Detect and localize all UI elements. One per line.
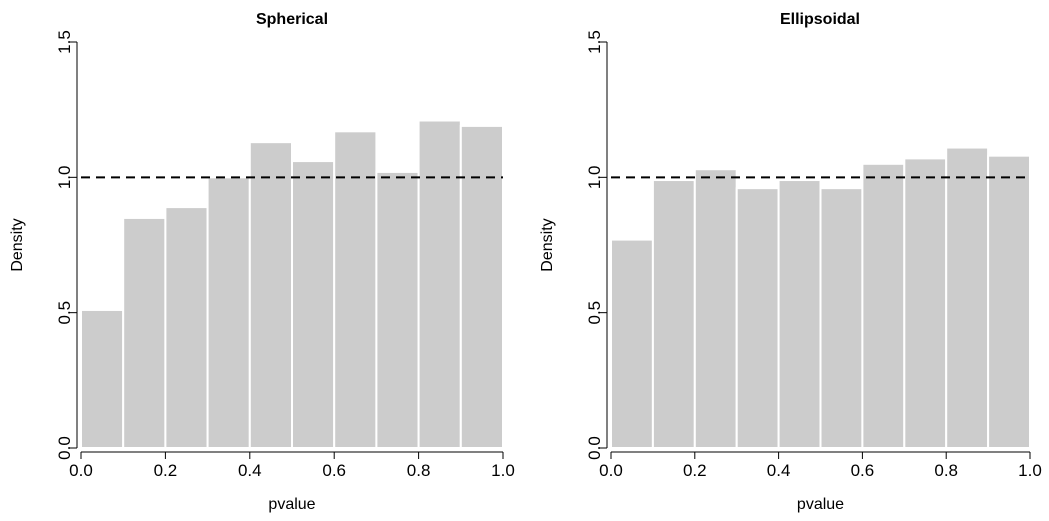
spherical-y-axis-label: Density (9, 218, 26, 271)
ellipsoidal-bar-9 (987, 154, 1031, 449)
ellipsoidal-x-tick-label: 0.2 (683, 461, 707, 480)
spherical-bar-5 (291, 160, 336, 450)
ellipsoidal-y-axis-label: Density (539, 218, 556, 271)
ellipsoidal-bar-1 (651, 179, 696, 449)
spherical-title: Spherical (256, 11, 328, 28)
spherical-x-tick-label: 0.6 (322, 461, 346, 480)
ellipsoidal-bar-6 (861, 162, 906, 450)
ellipsoidal-y-tick-label: 0.5 (585, 301, 604, 325)
spherical-bar-3 (206, 176, 251, 449)
spherical-bar-6 (333, 130, 378, 449)
ellipsoidal-bar-8 (945, 146, 990, 449)
spherical-bar-2 (164, 206, 209, 449)
ellipsoidal-bar-4 (777, 179, 822, 449)
spherical-y-tick-label: 1.5 (55, 30, 74, 54)
ellipsoidal-panel: 0.0 0.2 0.4 0.6 0.8 1.0 0.0 0.5 1.0 1.5 Ellipsoida… (539, 11, 1042, 513)
ellipsoidal-y-tick-label: 1.0 (585, 166, 604, 190)
spherical-x-tick-label: 0.8 (407, 461, 431, 480)
ellipsoidal-bar-5 (819, 187, 864, 449)
spherical-x-tick-label: 1.0 (491, 461, 515, 480)
spherical-panel: 0.0 0.2 0.4 0.6 0.8 1.0 0.0 0.5 1.0 1.5 Spherical p… (9, 11, 515, 513)
ellipsoidal-bar-2 (693, 168, 738, 449)
spherical-y-tick-label: 1.0 (55, 166, 74, 190)
ellipsoidal-title: Ellipsoidal (780, 11, 860, 28)
ellipsoidal-y-tick-label: 1.5 (585, 30, 604, 54)
spherical-x-axis-label: pvalue (268, 496, 315, 513)
spherical-x-tick-label: 0.0 (69, 461, 93, 480)
ellipsoidal-x-axis-label: pvalue (797, 496, 844, 513)
spherical-bar-7 (375, 170, 420, 449)
ellipsoidal-bar-0 (610, 238, 654, 449)
spherical-bar-8 (417, 119, 462, 449)
spherical-bar-1 (122, 216, 167, 449)
ellipsoidal-bar-7 (903, 157, 948, 450)
ellipsoidal-x-tick-label: 0.6 (851, 461, 875, 480)
spherical-bar-9 (459, 124, 504, 449)
ellipsoidal-x-tick-label: 0.0 (599, 461, 623, 480)
spherical-bar-4 (248, 141, 294, 449)
spherical-x-tick-label: 0.2 (154, 461, 178, 480)
spherical-y-tick-label: 0.5 (55, 301, 74, 325)
ellipsoidal-bar-3 (735, 187, 780, 449)
spherical-bar-0 (80, 308, 125, 449)
ellipsoidal-x-tick-label: 0.8 (934, 461, 958, 480)
spherical-y-tick-label: 0.0 (55, 436, 74, 460)
ellipsoidal-x-tick-label: 1.0 (1018, 461, 1042, 480)
ellipsoidal-y-tick-label: 0.0 (585, 436, 604, 460)
spherical-x-tick-label: 0.4 (238, 461, 262, 480)
ellipsoidal-x-tick-label: 0.4 (767, 461, 791, 480)
